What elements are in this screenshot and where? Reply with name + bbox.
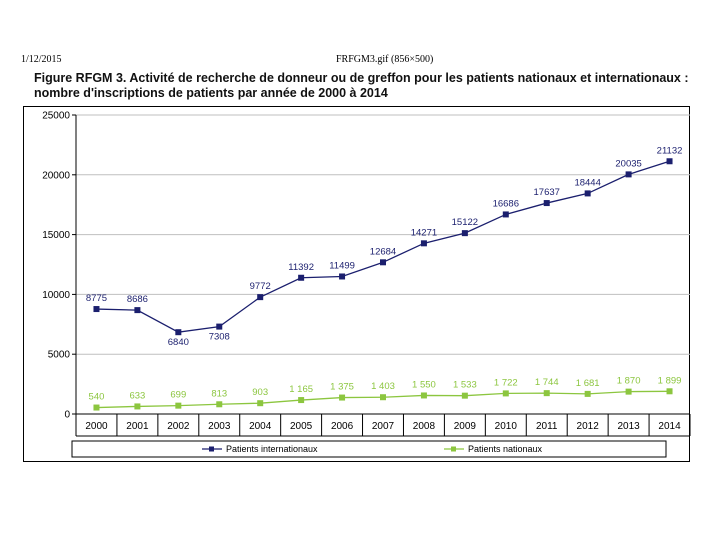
data-label-international: 16686 [493, 198, 519, 209]
data-label-national: 699 [170, 390, 186, 401]
legend-box [71, 440, 667, 458]
data-point-national [216, 401, 223, 408]
data-point-international [175, 329, 182, 336]
print-header: 1/12/2015 FRFGM3.gif (856×500) [0, 0, 720, 65]
figure-title-line1: Activité de recherche de donneur ou de g… [129, 71, 689, 85]
legend-marker-national [451, 446, 456, 452]
line-chart: 0 5000 10000 15000 20000 25000 2000 2001 2002 200… [42, 111, 691, 458]
data-point-international [461, 230, 468, 237]
data-label-international: 14271 [411, 227, 437, 238]
data-point-international [502, 211, 509, 218]
data-label-international: 11392 [288, 262, 314, 273]
data-point-national [134, 403, 141, 410]
data-point-international [93, 306, 100, 313]
data-label-national: 1 899 [658, 375, 682, 386]
data-point-international [339, 273, 346, 280]
data-label-international: 7308 [209, 332, 230, 343]
data-label-national: 1 533 [453, 380, 477, 391]
data-point-national [257, 400, 264, 407]
legend-label-international: Patients internationaux [226, 444, 318, 454]
data-label-national: 540 [89, 392, 105, 403]
x-tick-label: 2004 [249, 421, 272, 432]
x-tick-label: 2001 [126, 421, 149, 432]
data-point-international [298, 274, 305, 281]
x-tick-label: 2003 [208, 421, 231, 432]
data-point-international [543, 200, 550, 207]
data-point-national [584, 390, 591, 397]
data-point-national [666, 388, 673, 395]
figure-title: Figure RFGM 3. Activité de recherche de … [34, 71, 694, 101]
data-point-national [625, 388, 632, 395]
x-tick-label: 2007 [372, 421, 395, 432]
x-tick-label: 2011 [536, 421, 558, 432]
data-label-international: 17637 [534, 187, 560, 198]
x-tick-label: 2000 [85, 421, 108, 432]
data-point-national [380, 394, 386, 401]
data-label-national: 1 722 [494, 377, 518, 388]
data-label-international: 18444 [574, 177, 600, 188]
figure-title-line2: nombre d'inscriptions de patients par an… [34, 86, 388, 100]
data-point-national [420, 392, 427, 399]
x-tick-label: 2012 [577, 421, 600, 432]
data-point-international [625, 171, 632, 178]
data-point-national [339, 394, 346, 401]
y-tick-label: 10000 [42, 290, 70, 301]
data-point-international [420, 240, 427, 247]
data-point-national [461, 392, 468, 399]
data-point-international [134, 307, 141, 314]
figure-label: Figure RFGM 3. [34, 71, 127, 85]
y-tick-label: 15000 [42, 230, 70, 241]
data-label-international: 11499 [329, 260, 355, 271]
y-tick-label: 20000 [42, 170, 70, 181]
data-point-international [216, 323, 223, 330]
data-label-national: 633 [129, 390, 145, 401]
print-file-title: FRFGM3.gif (856×500) [336, 54, 434, 65]
data-label-international: 20035 [615, 158, 641, 169]
data-label-national: 1 870 [617, 376, 641, 387]
data-label-international: 15122 [452, 217, 478, 228]
data-point-international [257, 294, 264, 301]
data-point-international [380, 259, 386, 266]
chart-frame: 0 5000 10000 15000 20000 25000 2000 2001 2002 200… [23, 106, 691, 462]
data-label-international: 8686 [127, 294, 148, 305]
x-tick-label: 2008 [413, 421, 436, 432]
data-label-national: 903 [252, 387, 268, 398]
data-point-international [666, 158, 673, 165]
data-label-national: 813 [211, 388, 227, 399]
data-label-national: 1 165 [289, 384, 313, 395]
data-point-national [93, 404, 100, 411]
x-tick-label: 2006 [331, 421, 354, 432]
x-tick-label: 2014 [658, 421, 681, 432]
y-tick-label: 25000 [42, 111, 70, 122]
x-tick-label: 2009 [454, 421, 477, 432]
y-tick-label: 0 [64, 410, 70, 421]
data-point-national [298, 397, 305, 404]
legend-marker-international [209, 446, 214, 452]
data-label-national: 1 744 [535, 377, 559, 388]
x-tick-label: 2005 [290, 421, 313, 432]
data-label-international: 21132 [657, 145, 683, 156]
data-label-international: 8775 [86, 293, 107, 304]
data-point-international [584, 190, 591, 197]
data-label-international: 12684 [370, 246, 396, 257]
data-label-national: 1 681 [576, 378, 600, 389]
x-tick-label: 2010 [495, 421, 518, 432]
data-point-national [175, 402, 182, 409]
data-label-national: 1 403 [371, 381, 395, 392]
x-tick-label: 2013 [617, 421, 640, 432]
data-label-international: 6840 [168, 337, 189, 348]
data-label-national: 1 550 [412, 379, 436, 390]
x-tick-label: 2002 [167, 421, 190, 432]
print-date: 1/12/2015 [21, 54, 62, 65]
data-point-national [502, 390, 509, 397]
data-label-international: 9772 [250, 281, 271, 292]
data-point-national [543, 390, 550, 397]
data-label-national: 1 375 [330, 382, 354, 393]
legend-label-national: Patients nationaux [468, 444, 543, 454]
y-tick-label: 5000 [48, 350, 71, 361]
